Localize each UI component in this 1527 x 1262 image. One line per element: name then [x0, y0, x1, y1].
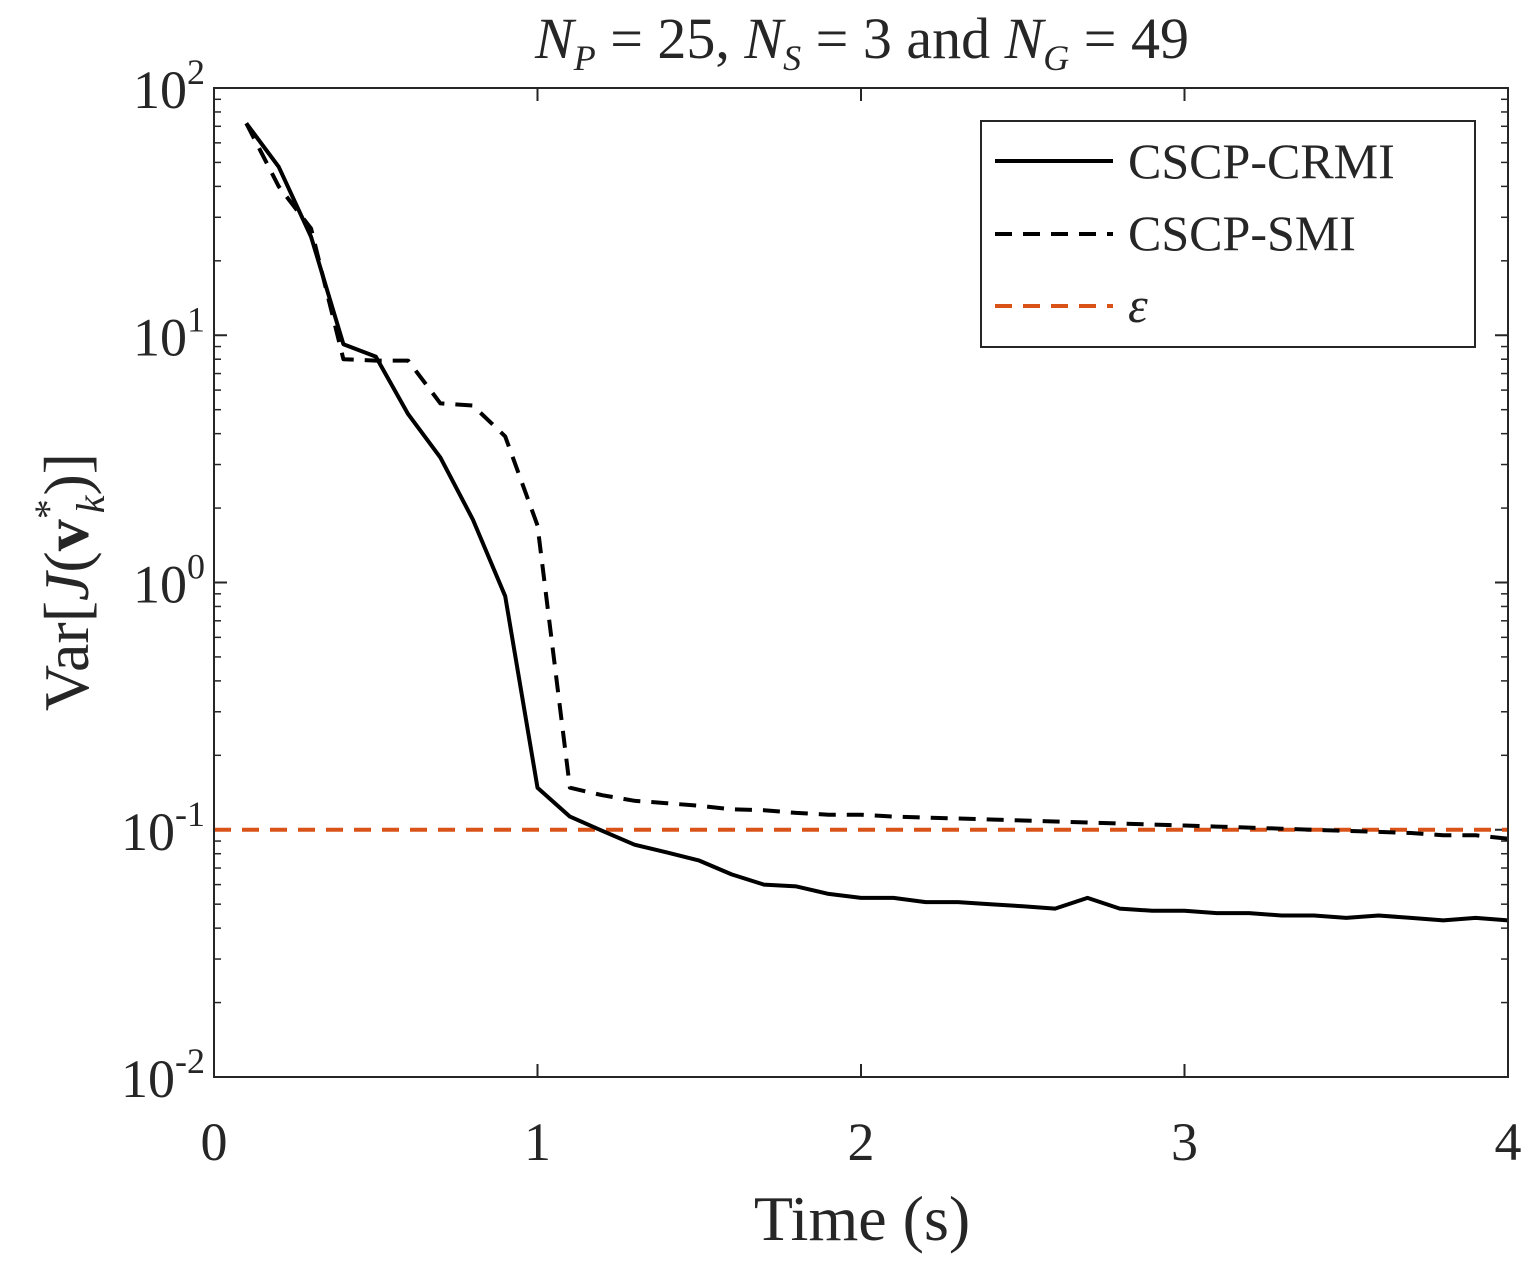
legend: CSCP-CRMI CSCP-SMI ε — [980, 120, 1476, 348]
plot-frame — [213, 87, 1509, 1078]
y-tick-label: 102 — [133, 52, 205, 120]
chart-title: NP = 25, NS = 3 and NG = 49 — [534, 6, 1189, 78]
y-tick-label: 101 — [133, 299, 205, 367]
x-tick-label: 3 — [1171, 1112, 1198, 1172]
series-line-cscp-crmi — [244, 122, 1509, 923]
x-tick-label: 2 — [848, 1112, 875, 1172]
x-tick-labels: 0 1 2 3 4 — [201, 1112, 1522, 1172]
legend-label-cscp-smi: CSCP-SMI — [1128, 205, 1356, 261]
x-tick-label: 0 — [201, 1112, 228, 1172]
series-line-cscp-smi — [244, 122, 1509, 841]
legend-label-epsilon: ε — [1128, 277, 1148, 333]
series-layer — [214, 122, 1509, 923]
x-tick-label: 4 — [1495, 1112, 1522, 1172]
x-tick-label: 1 — [524, 1112, 551, 1172]
y-tick-label: 10-2 — [121, 1041, 205, 1109]
y-tick-label: 100 — [133, 547, 205, 615]
y-tick-labels: 10-2 10-1 100 101 102 — [121, 52, 205, 1109]
legend-label-cscp-crmi: CSCP-CRMI — [1128, 133, 1395, 189]
x-axis-label: Time (s) — [754, 1183, 970, 1254]
y-tick-label: 10-1 — [121, 794, 205, 862]
y-axis-label: Var[J(v*k)] — [26, 453, 113, 711]
